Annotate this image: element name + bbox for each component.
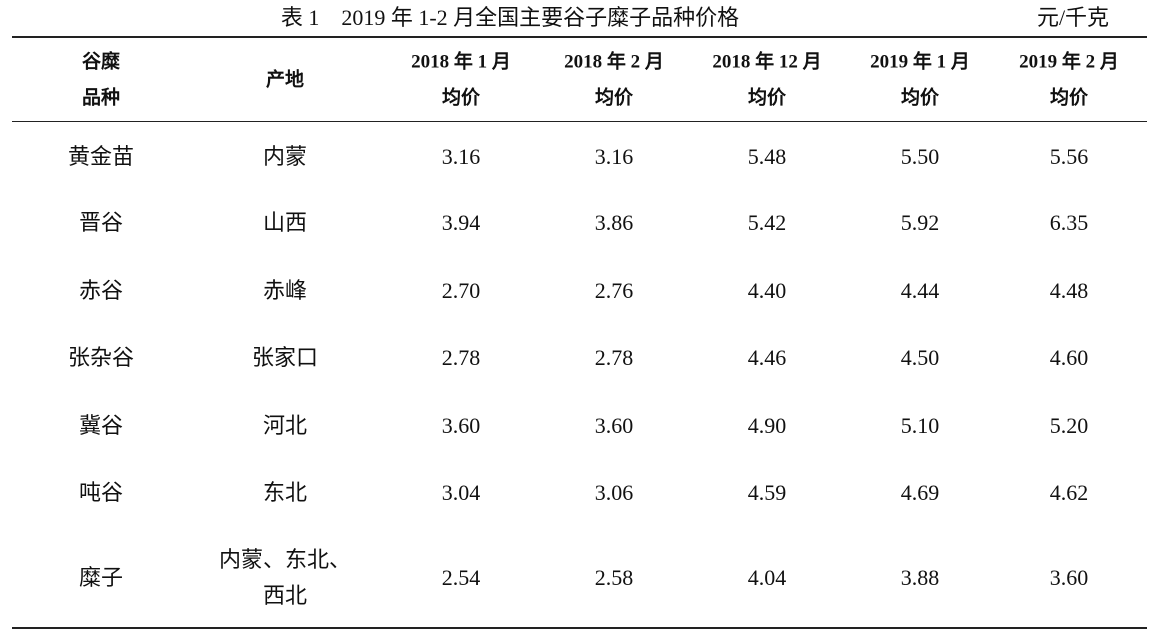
body-cell: 4.04 (747, 565, 787, 590)
body-cell: 4.69 (900, 480, 940, 505)
header-cell: 2018 年 2 月 (564, 51, 664, 73)
body-cell: 4.46 (747, 345, 787, 370)
body-cell: 2.78 (441, 345, 481, 370)
body-cell: 5.50 (900, 144, 940, 169)
body-cell: 3.86 (594, 210, 634, 235)
body-cell: 山西 (262, 210, 308, 235)
body-cell: 内蒙、东北、 (218, 547, 352, 572)
body-cell: 内蒙 (262, 144, 308, 169)
header-cell: 2018 年 1 月 (411, 51, 511, 73)
header-cell: 2019 年 1 月 (870, 51, 970, 73)
body-cell: 2.70 (441, 278, 481, 303)
body-cell: 5.42 (747, 210, 787, 235)
body-cell: 4.40 (747, 278, 787, 303)
body-cell: 3.16 (441, 144, 481, 169)
body-cell: 5.92 (900, 210, 940, 235)
header-cell: 2019 年 2 月 (1019, 51, 1119, 73)
body-cell: 5.20 (1049, 413, 1089, 438)
body-cell: 3.88 (900, 565, 940, 590)
body-cell: 3.60 (1049, 565, 1089, 590)
body-cell: 黄金苗 (67, 144, 135, 169)
body-cell: 4.50 (900, 345, 940, 370)
table-unit: 元/千克 (1036, 5, 1110, 30)
body-cell: 4.44 (900, 278, 940, 303)
body-cell: 3.94 (441, 210, 481, 235)
header-cell: 产地 (265, 69, 305, 91)
body-cell: 赤峰 (262, 278, 308, 303)
body-cell: 赤谷 (78, 278, 124, 303)
header-cell: 2018 年 12 月 (712, 51, 822, 73)
body-cell: 5.48 (747, 144, 787, 169)
body-cell: 3.16 (594, 144, 634, 169)
body-cell: 3.60 (594, 413, 634, 438)
header-cell: 均价 (900, 87, 940, 109)
body-cell: 5.56 (1049, 144, 1089, 169)
header-cell: 谷糜 (81, 51, 121, 73)
body-cell: 3.06 (594, 480, 634, 505)
table-title: 表 1 2019 年 1-2 月全国主要谷子糜子品种价格 (280, 5, 740, 30)
body-cell: 晋谷 (78, 210, 124, 235)
body-cell: 糜子 (78, 565, 124, 590)
body-cell: 2.78 (594, 345, 634, 370)
header-rule (12, 121, 1147, 122)
header-cell: 均价 (747, 87, 787, 109)
body-cell: 4.48 (1049, 278, 1089, 303)
body-cell: 4.60 (1049, 345, 1089, 370)
body-cell: 4.59 (747, 480, 787, 505)
body-cell: 3.04 (441, 480, 481, 505)
header-cell: 均价 (594, 87, 634, 109)
body-cell: 张杂谷 (67, 345, 135, 370)
body-cell: 东北 (262, 480, 308, 505)
body-cell: 4.90 (747, 413, 787, 438)
top-rule (12, 36, 1147, 38)
body-cell: 5.10 (900, 413, 940, 438)
body-cell: 西北 (262, 583, 308, 608)
bottom-rule (12, 627, 1147, 629)
header-cell: 均价 (441, 87, 481, 109)
body-cell: 6.35 (1049, 210, 1089, 235)
body-cell: 2.54 (441, 565, 481, 590)
body-cell: 2.58 (594, 565, 634, 590)
body-cell: 2.76 (594, 278, 634, 303)
header-cell: 均价 (1049, 87, 1089, 109)
body-cell: 3.60 (441, 413, 481, 438)
body-cell: 4.62 (1049, 480, 1089, 505)
body-cell: 张家口 (251, 345, 319, 370)
body-cell: 冀谷 (78, 413, 124, 438)
body-cell: 河北 (262, 413, 308, 438)
header-cell: 品种 (81, 87, 121, 109)
body-cell: 吨谷 (78, 480, 124, 505)
